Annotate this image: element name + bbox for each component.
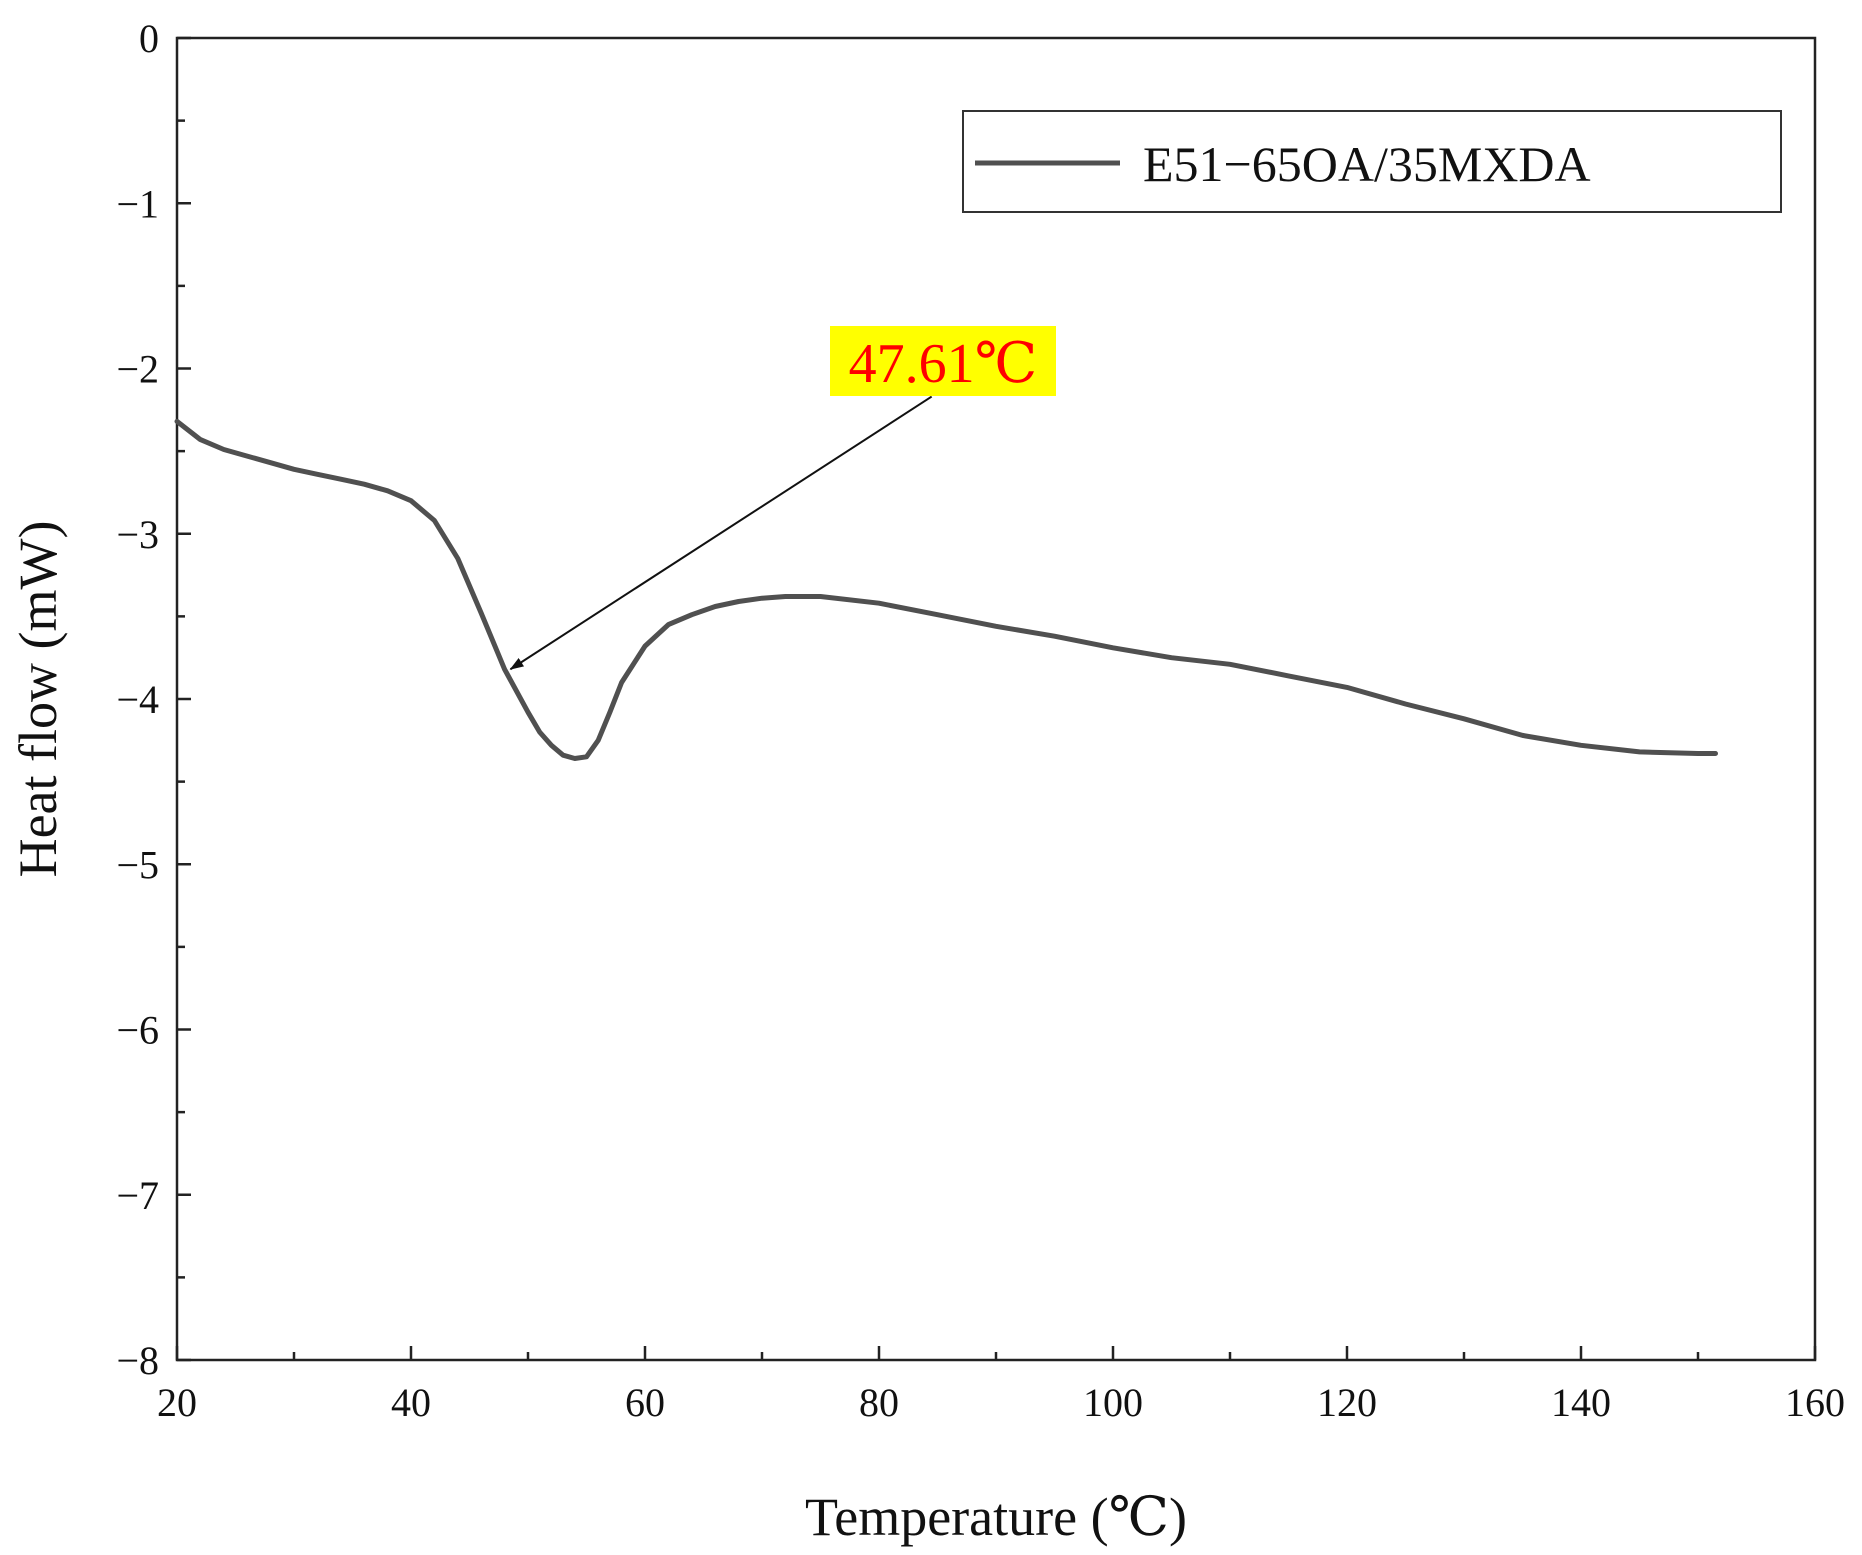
annotation-highlight xyxy=(830,326,1056,396)
series-line-e51-65oa-35mxda xyxy=(174,418,1718,761)
plot-frame xyxy=(175,36,1817,1362)
x-tick-label: 20 xyxy=(157,1380,197,1425)
y-tick-label: −5 xyxy=(116,842,159,887)
x-tick-label: 140 xyxy=(1551,1380,1611,1425)
x-axis-ticks xyxy=(175,1346,1817,1360)
y-tick-label: −3 xyxy=(116,512,159,557)
y-axis-tick-labels: 0 −1 −2 −3 −4 −5 −6 −7 −8 xyxy=(116,16,159,1383)
legend: E51−65OA/35MXDA xyxy=(962,110,1782,213)
y-tick-label: −4 xyxy=(116,677,159,722)
y-axis-ticks xyxy=(177,36,191,1362)
y-tick-label: −7 xyxy=(116,1173,159,1218)
annotation-arrow xyxy=(509,395,933,671)
y-tick-label: −8 xyxy=(116,1338,159,1383)
y-tick-label: −2 xyxy=(116,347,159,392)
annotation-label: 47.61℃ xyxy=(849,333,1038,395)
x-axis-title: Temperature (℃) xyxy=(805,1487,1187,1547)
x-axis-tick-labels: 20 40 60 80 100 120 140 160 xyxy=(157,1380,1845,1425)
x-tick-label: 60 xyxy=(625,1380,665,1425)
x-tick-label: 160 xyxy=(1785,1380,1845,1425)
y-tick-label: −6 xyxy=(116,1008,159,1053)
y-tick-label: −1 xyxy=(116,181,159,226)
legend-label: E51−65OA/35MXDA xyxy=(1143,136,1591,192)
x-tick-label: 100 xyxy=(1083,1380,1143,1425)
x-tick-label: 120 xyxy=(1317,1380,1377,1425)
x-tick-label: 40 xyxy=(391,1380,431,1425)
y-axis-title: Heat flow (mW) xyxy=(8,521,68,878)
y-tick-label: 0 xyxy=(139,16,159,61)
x-tick-label: 80 xyxy=(859,1380,899,1425)
